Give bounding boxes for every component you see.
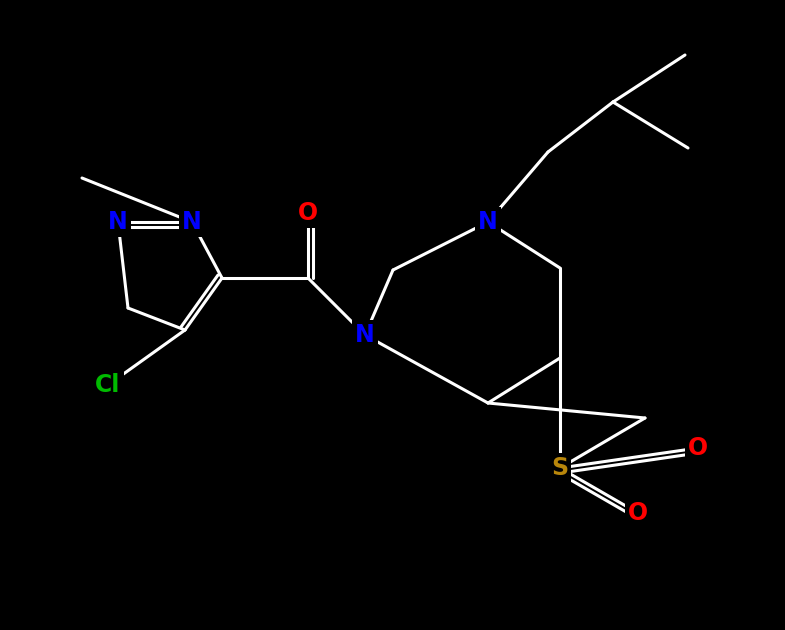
Text: S: S — [551, 456, 568, 480]
Text: Cl: Cl — [95, 373, 121, 397]
Text: N: N — [108, 210, 128, 234]
Text: N: N — [478, 210, 498, 234]
Text: O: O — [628, 501, 648, 525]
Text: O: O — [688, 436, 708, 460]
Text: N: N — [355, 323, 375, 347]
Text: O: O — [298, 201, 318, 225]
Text: N: N — [182, 210, 202, 234]
